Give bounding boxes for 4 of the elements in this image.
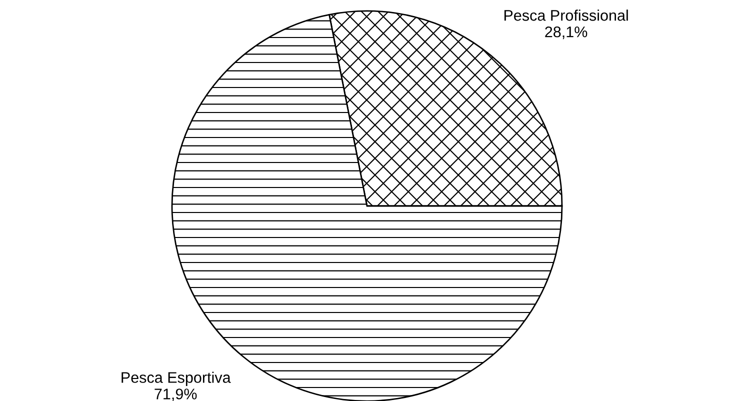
- data-label: 71,9%: [154, 388, 197, 401]
- data-label: 28,1%: [545, 26, 588, 40]
- slice-label: Pesca Profissional: [504, 10, 628, 21]
- slice-label: Pesca Esportiva: [122, 372, 231, 386]
